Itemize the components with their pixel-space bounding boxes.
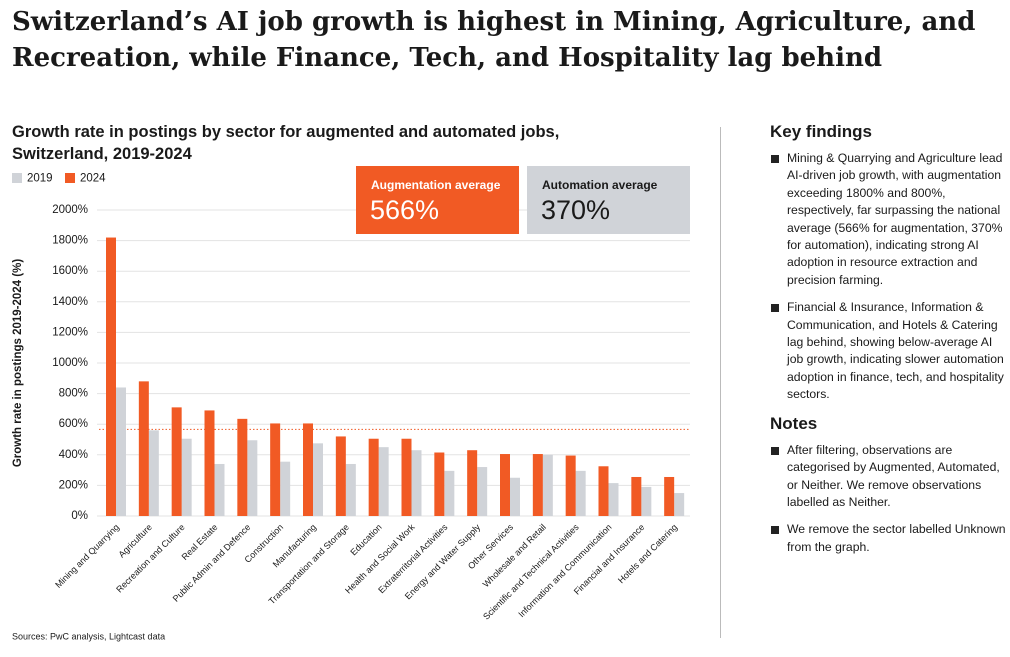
bar [411, 450, 422, 516]
chart: Growth rate in postings by sector for au… [12, 123, 690, 641]
key-findings-heading: Key findings [770, 122, 873, 141]
bar [204, 410, 215, 516]
bullet-item: Financial & Insurance, Information & Com… [770, 299, 1009, 403]
bar [181, 438, 192, 516]
y-tick-label: 0% [71, 510, 88, 522]
bar [532, 454, 543, 516]
legend-label: 2024 [80, 173, 106, 185]
bar [500, 454, 510, 516]
bar [444, 470, 455, 516]
y-tick-label: 800% [59, 388, 88, 400]
bar [106, 237, 116, 517]
y-tick-label: 1800% [52, 235, 88, 247]
bar [237, 418, 248, 516]
bar [270, 423, 281, 516]
average-label: Automation average [542, 178, 658, 192]
bullet-item: We remove the sector labelled Unknown fr… [770, 521, 1009, 556]
bar [345, 463, 356, 516]
notes-list: After filtering, observations are catego… [770, 442, 1010, 556]
bar [138, 381, 149, 516]
y-tick-label: 1400% [52, 296, 88, 308]
legend-label: 2019 [27, 173, 53, 185]
average-box [527, 166, 690, 234]
y-tick-label: 1000% [52, 357, 88, 369]
bar [116, 387, 126, 516]
bar [171, 407, 182, 516]
bullet-item: Mining & Quarrying and Agriculture lead … [770, 150, 1009, 289]
side-panel: Key findings Mining & Quarrying and Agri… [770, 122, 1010, 566]
average-value: 566% [370, 195, 439, 225]
key-findings-list: Mining & Quarrying and Agriculture lead … [770, 150, 1010, 404]
page-title: Switzerland’s AI job growth is highest i… [12, 7, 976, 73]
y-tick-label: 200% [59, 479, 88, 491]
bar [378, 447, 389, 516]
bar [368, 438, 379, 516]
y-tick-label: 600% [59, 418, 88, 430]
y-tick-label: 400% [59, 449, 88, 461]
y-axis-label: Growth rate in postings 2019-2024 (%) [12, 259, 24, 468]
source: Sources: PwC analysis, Lightcast data [12, 631, 165, 641]
x-tick-label: Mining and Quarrying [53, 522, 121, 590]
bar [608, 483, 619, 516]
bar [598, 466, 609, 516]
bar [335, 436, 346, 516]
average-value: 370% [541, 195, 610, 225]
bar [674, 493, 685, 516]
bar [247, 440, 258, 516]
bar [565, 455, 576, 516]
divider [720, 127, 721, 638]
bar [510, 477, 520, 516]
bar [214, 463, 225, 516]
legend-swatch [12, 173, 22, 183]
bar [313, 443, 323, 516]
bar [542, 454, 553, 516]
x-tick-label: Hotels and Catering [616, 522, 679, 585]
bar [401, 438, 412, 516]
bar [303, 423, 313, 516]
bar [664, 476, 675, 516]
average-box [356, 166, 519, 234]
chart-title: Growth rate in postings by sector for au… [12, 123, 559, 163]
bar [477, 467, 488, 516]
bar [631, 476, 642, 516]
bar [575, 470, 586, 516]
bar [280, 461, 291, 516]
y-tick-label: 1200% [52, 326, 88, 338]
bar [148, 430, 159, 516]
bullet-item: After filtering, observations are catego… [770, 442, 1009, 512]
bar [467, 450, 478, 516]
notes-heading: Notes [770, 413, 818, 433]
bar [434, 452, 445, 516]
legend-swatch [65, 173, 75, 183]
average-label: Augmentation average [371, 178, 501, 192]
x-tick-label: Recreation and Culture [114, 522, 187, 595]
y-tick-label: 2000% [52, 204, 88, 216]
x-tick-label: Wholesale and Retail [481, 522, 548, 589]
bar [641, 486, 652, 516]
y-tick-label: 1600% [52, 265, 88, 277]
